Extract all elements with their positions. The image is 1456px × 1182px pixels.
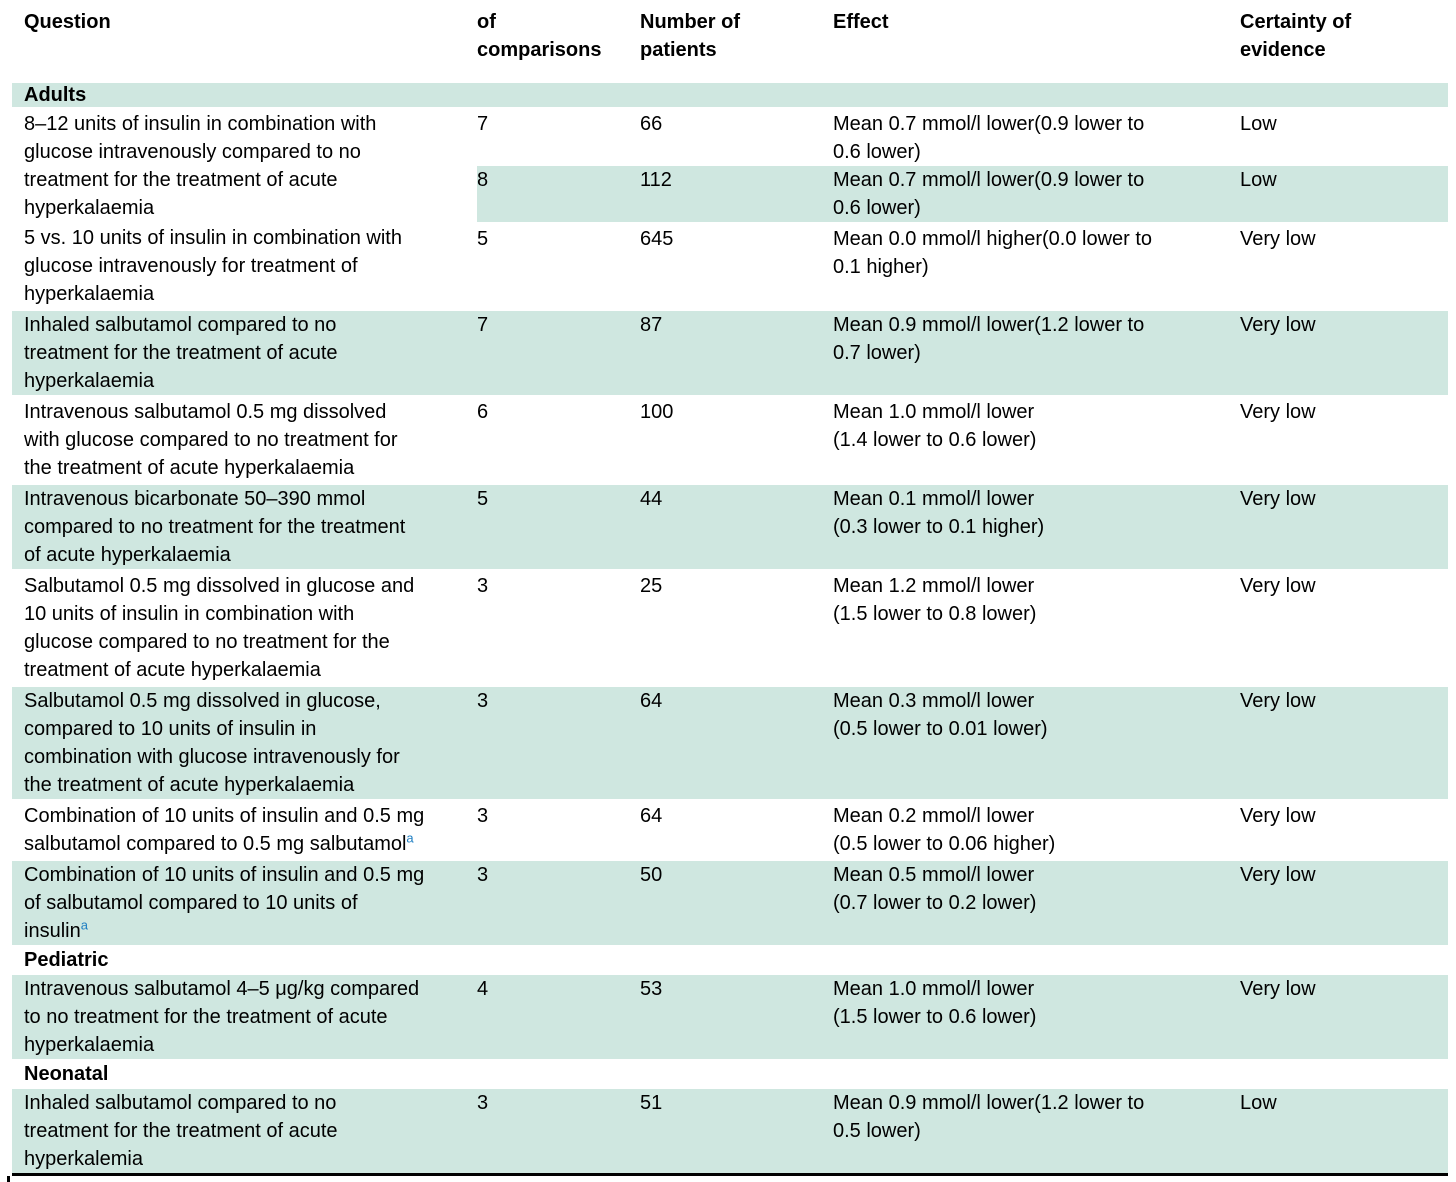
patients-cell: 53 [640,973,833,1062]
question-cell: Salbutamol 0.5 mg dissolved in glucose a… [12,570,477,687]
patients-cell: 66 [640,113,663,135]
question-cell: Inhaled salbutamol compared to no treatm… [12,309,477,398]
question-cell: 5 vs. 10 units of insulin in combination… [12,223,477,311]
section-label-pediatric: Pediatric [12,946,1448,975]
table-row: 8 112 Mean 0.7 mmol/l lower(0.9 lower to… [12,166,1448,225]
certainty-cell: Low [1240,1087,1448,1176]
certainty-cell: Very low [1240,685,1448,802]
question-cell: 8–12 units of insulin in combination wit… [24,113,377,219]
certainty-cell: Low [1240,166,1448,225]
effect-cell: Mean 1.0 mmol/l lower (1.4 lower to 0.6 … [833,396,1240,485]
effect-cell: Mean 0.2 mmol/l lower (0.5 lower to 0.06… [833,800,1240,861]
comparisons-cell: 5 [477,223,640,311]
effect-cell: Mean 0.1 mmol/l lower (0.3 lower to 0.1 … [833,483,1240,572]
certainty-cell: Very low [1240,973,1448,1062]
certainty-cell: Very low [1240,859,1448,948]
col-header-patients: Number of patients [640,0,833,83]
certainty-cell: Low [1240,113,1277,135]
effect-cell: Mean 0.9 mmol/l lower(1.2 lower to 0.5 l… [833,1087,1240,1176]
certainty-cell: Very low [1240,570,1448,687]
evidence-summary-table: Question of comparisons Number of patien… [12,0,1448,1176]
table-row: Inhaled salbutamol compared to no treatm… [12,1087,1448,1176]
effect-cell: Mean 0.0 mmol/l higher(0.0 lower to 0.1 … [833,223,1240,311]
patients-cell: 64 [640,800,833,861]
comparisons-cell: 8 [477,166,640,225]
table-row: Inhaled salbutamol compared to no treatm… [12,309,1448,398]
comparisons-cell: 3 [477,570,640,687]
question-cell: Intravenous salbutamol 4–5 μg/kg compare… [12,973,477,1062]
table-row: Intravenous salbutamol 0.5 mg dissolved … [12,396,1448,485]
patients-cell: 25 [640,570,833,687]
certainty-cell: Very low [1240,800,1448,861]
col-header-certainty: Certainty of evidence [1240,0,1448,83]
patients-cell: 100 [640,396,833,485]
question-cell: Combination of 10 units of insulin and 0… [12,800,477,861]
question-text: Combination of 10 units of insulin and 0… [24,804,425,855]
effect-cell: Mean 0.5 mmol/l lower (0.7 lower to 0.2 … [833,859,1240,948]
section-row-adults: Adults [12,81,1448,110]
certainty-cell: Very low [1240,309,1448,398]
patients-cell: 50 [640,859,833,948]
certainty-cell: Very low [1240,396,1448,485]
effect-cell: Mean 1.0 mmol/l lower (1.5 lower to 0.6 … [833,973,1240,1062]
footnote-marker-a: a [80,916,88,932]
table-row: Combination of 10 units of insulin and 0… [12,800,1448,861]
question-cell: Intravenous bicarbonate 50–390 mmol comp… [12,483,477,572]
table-row: Salbutamol 0.5 mg dissolved in glucose, … [12,685,1448,802]
cut-off-footnote-mark [7,1176,10,1182]
comparisons-cell: 3 [477,685,640,802]
section-label-neonatal: Neonatal [12,1060,1448,1089]
section-row-neonatal: Neonatal [12,1060,1448,1089]
comparisons-cell: 4 [477,973,640,1062]
comparisons-cell: 5 [477,483,640,572]
question-text: Combination of 10 units of insulin and 0… [24,863,425,942]
effect-cell: Mean 0.3 mmol/l lower (0.5 lower to 0.01… [833,685,1240,802]
patients-cell: 645 [640,223,833,311]
patients-cell: 112 [640,166,833,225]
question-cell: Intravenous salbutamol 0.5 mg dissolved … [12,396,477,485]
question-cell: Salbutamol 0.5 mg dissolved in glucose, … [12,685,477,802]
comparisons-cell: 3 [477,800,640,861]
effect-cell: Mean 1.2 mmol/l lower (1.5 lower to 0.8 … [833,570,1240,687]
table-row: Intravenous bicarbonate 50–390 mmol comp… [12,483,1448,572]
table-row: 5 vs. 10 units of insulin in combination… [12,223,1448,311]
comparisons-cell: 3 [477,859,640,948]
footnote-marker-a: a [406,829,414,845]
table-row: Combination of 10 units of insulin and 0… [12,859,1448,948]
table-header: Question of comparisons Number of patien… [12,0,1448,83]
comparisons-cell: 7 [477,113,489,135]
patients-cell: 64 [640,685,833,802]
table-row: Salbutamol 0.5 mg dissolved in glucose a… [12,570,1448,687]
effect-cell: Mean 0.9 mmol/l lower(1.2 lower to 0.7 l… [833,309,1240,398]
table-row: Intravenous salbutamol 4–5 μg/kg compare… [12,973,1448,1062]
comparisons-cell: 7 [477,309,640,398]
effect-cell: Mean 0.7 mmol/l lower(0.9 lower to 0.6 l… [833,166,1240,225]
patients-cell: 44 [640,483,833,572]
question-cell: Combination of 10 units of insulin and 0… [12,859,477,948]
certainty-cell: Very low [1240,223,1448,311]
question-cell: Inhaled salbutamol compared to no treatm… [12,1087,477,1176]
col-header-comparisons: of comparisons [477,0,640,83]
comparisons-cell: 6 [477,396,640,485]
col-header-effect: Effect [833,0,1240,83]
section-label-adults: Adults [12,81,1448,110]
effect-cell: Mean 0.7 mmol/l lower(0.9 lower to 0.6 l… [833,113,1145,163]
certainty-cell: Very low [1240,483,1448,572]
patients-cell: 51 [640,1087,833,1176]
col-header-question: Question [12,0,477,83]
section-row-pediatric: Pediatric [12,946,1448,975]
patients-cell: 87 [640,309,833,398]
table-row: 8–12 units of insulin in combination wit… [12,109,1448,219]
comparisons-cell: 3 [477,1087,640,1176]
